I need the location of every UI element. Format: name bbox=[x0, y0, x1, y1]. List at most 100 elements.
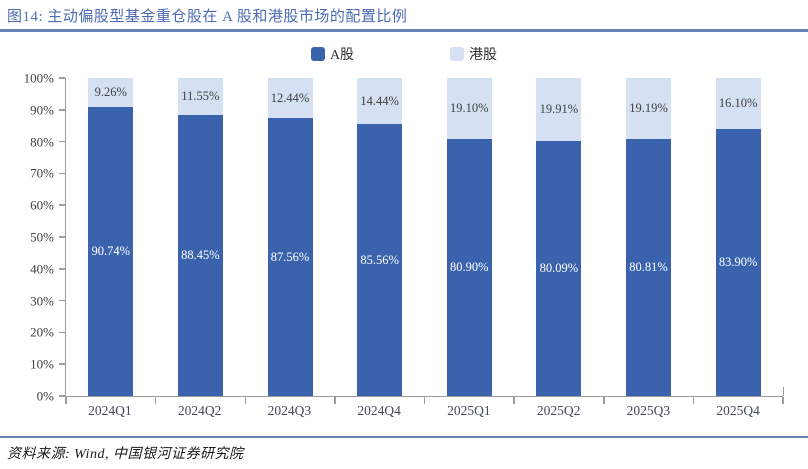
y-tick-label: 0% bbox=[36, 388, 54, 404]
y-tick-mark bbox=[59, 331, 65, 334]
figure-title: 图14: 主动偏股型基金重仓股在 A 股和港股市场的配置比例 bbox=[7, 9, 408, 25]
x-tick-mark bbox=[423, 397, 426, 404]
bar-segment-a-share: 85.56% bbox=[357, 123, 403, 396]
bar-segment-a-share: 80.81% bbox=[626, 139, 672, 396]
x-axis-label-2024Q1: 2024Q1 bbox=[88, 403, 132, 418]
x-axis-label-2024Q2: 2024Q2 bbox=[177, 403, 222, 418]
stacked-bar-2024Q4: 14.44% 85.56% bbox=[357, 78, 403, 396]
source-divider-rule bbox=[0, 436, 808, 438]
y-tick-mark bbox=[59, 236, 65, 238]
bar-segment-a-share: 83.90% bbox=[715, 129, 761, 396]
x-axis-label-2025Q1: 2025Q1 bbox=[447, 403, 491, 418]
x-axis-labels: 2024Q1 2024Q2 2024Q3 2024Q4 2025Q1 2025Q2 2025… bbox=[65, 403, 783, 419]
data-label-hk-share: 19.10% bbox=[450, 101, 489, 116]
y-tick-mark bbox=[59, 268, 65, 270]
x-tick-mark bbox=[692, 397, 695, 404]
x-tick-mark bbox=[603, 397, 605, 404]
bar-slot-2025Q4: 16.10% 83.90% bbox=[693, 78, 783, 396]
x-tick-mark bbox=[782, 397, 784, 404]
x-axis-label-2025Q2: 2025Q2 bbox=[536, 403, 581, 418]
y-tick-label: 40% bbox=[30, 261, 54, 277]
y-tick-label: 90% bbox=[30, 102, 54, 118]
bar-segment-hk-share: 14.44% bbox=[357, 78, 403, 124]
data-label-a-share: 80.09% bbox=[539, 261, 579, 276]
x-tick-mark bbox=[334, 397, 336, 404]
data-label-hk-share: 12.44% bbox=[270, 90, 310, 105]
data-label-a-share: 90.74% bbox=[91, 244, 131, 259]
data-label-hk-share: 9.26% bbox=[94, 85, 127, 100]
stacked-bar-2025Q2: 19.91% 80.09% bbox=[536, 78, 582, 396]
bar-segment-hk-share: 19.19% bbox=[626, 78, 672, 140]
y-tick-label: 20% bbox=[30, 324, 54, 340]
plot-area: 9.26% 90.74% 11.55% 88.45% 12.44% 87.56% 14.44… bbox=[24, 72, 784, 404]
y-tick-mark bbox=[59, 204, 65, 206]
bar-segment-hk-share: 12.44% bbox=[267, 78, 313, 118]
y-tick-label: 100% bbox=[23, 70, 54, 86]
y-tick-mark bbox=[59, 140, 65, 143]
bar-segment-a-share: 87.56% bbox=[267, 117, 313, 396]
x-axis-end-tick bbox=[782, 387, 784, 396]
bar-slot-2024Q4: 14.44% 85.56% bbox=[335, 78, 425, 396]
y-tick-label: 30% bbox=[30, 293, 54, 309]
bar-slot-2024Q2: 11.55% 88.45% bbox=[156, 78, 246, 396]
bar-slot-2025Q1: 19.10% 80.90% bbox=[425, 78, 515, 396]
x-tick-mark bbox=[154, 397, 157, 404]
data-label-hk-share: 19.91% bbox=[539, 102, 579, 117]
y-tick-label: 10% bbox=[30, 356, 54, 372]
chart-legend: A股 港股 bbox=[0, 44, 808, 64]
bar-slot-2025Q3: 19.19% 80.81% bbox=[604, 78, 694, 396]
data-label-a-share: 85.56% bbox=[360, 252, 399, 267]
data-label-hk-share: 14.44% bbox=[360, 93, 399, 108]
bar-segment-a-share: 80.90% bbox=[446, 138, 492, 396]
stacked-bar-2025Q4: 16.10% 83.90% bbox=[715, 78, 761, 396]
y-tick-mark bbox=[59, 395, 65, 397]
y-tick-mark bbox=[59, 77, 65, 79]
bar-segment-a-share: 90.74% bbox=[88, 107, 134, 396]
bar-slot-2024Q3: 12.44% 87.56% bbox=[245, 78, 335, 396]
data-label-a-share: 83.90% bbox=[718, 255, 758, 270]
y-tick-label: 80% bbox=[30, 134, 54, 150]
bar-segment-hk-share: 16.10% bbox=[715, 78, 761, 130]
x-axis-label-2024Q3: 2024Q3 bbox=[267, 403, 312, 418]
y-tick-mark bbox=[59, 172, 65, 175]
data-label-hk-share: 19.19% bbox=[629, 101, 668, 116]
x-axis-label-2025Q4: 2025Q4 bbox=[716, 403, 760, 418]
bar-segment-hk-share: 19.91% bbox=[536, 78, 582, 142]
y-tick-label: 50% bbox=[30, 229, 54, 245]
x-axis-label-2025Q3: 2025Q3 bbox=[626, 403, 671, 418]
data-label-hk-share: 11.55% bbox=[181, 89, 220, 104]
title-divider-rule bbox=[0, 29, 808, 32]
legend-item-hk-share: 港股 bbox=[450, 44, 497, 64]
legend-label-hk-share: 港股 bbox=[469, 48, 498, 63]
source-note: 资料来源: Wind, 中国银河证券研究院 bbox=[7, 447, 244, 462]
y-tick-mark bbox=[59, 109, 65, 111]
stacked-bar-2024Q2: 11.55% 88.45% bbox=[177, 78, 223, 396]
data-label-a-share: 87.56% bbox=[270, 249, 310, 264]
data-label-a-share: 88.45% bbox=[181, 248, 220, 263]
legend-item-a-share: A股 bbox=[310, 44, 355, 64]
x-tick-mark bbox=[65, 397, 67, 404]
stacked-bar-2024Q1: 9.26% 90.74% bbox=[88, 78, 134, 396]
stacked-bar-2025Q1: 19.10% 80.90% bbox=[446, 78, 492, 396]
bar-segment-a-share: 80.09% bbox=[536, 141, 582, 396]
stacked-bar-2024Q3: 12.44% 87.56% bbox=[267, 78, 313, 396]
bar-segment-a-share: 88.45% bbox=[177, 114, 223, 396]
bars-container: 9.26% 90.74% 11.55% 88.45% 12.44% 87.56% 14.44… bbox=[66, 78, 783, 396]
x-tick-mark bbox=[244, 397, 246, 404]
data-label-a-share: 80.81% bbox=[629, 260, 668, 275]
y-tick-mark bbox=[59, 299, 65, 302]
y-tick-label: 70% bbox=[30, 165, 54, 181]
legend-label-a-share: A股 bbox=[329, 48, 355, 63]
bar-slot-2024Q1: 9.26% 90.74% bbox=[66, 78, 156, 396]
legend-swatch-hk-share bbox=[450, 47, 465, 61]
y-tick-label: 60% bbox=[30, 197, 54, 213]
data-label-a-share: 80.90% bbox=[450, 260, 489, 275]
data-label-hk-share: 16.10% bbox=[718, 96, 758, 111]
bar-segment-hk-share: 11.55% bbox=[177, 78, 223, 115]
x-axis-label-2024Q4: 2024Q4 bbox=[357, 403, 401, 418]
bar-segment-hk-share: 19.10% bbox=[446, 78, 492, 139]
bar-segment-hk-share: 9.26% bbox=[88, 78, 134, 108]
y-tick-mark bbox=[59, 363, 65, 365]
bar-slot-2025Q2: 19.91% 80.09% bbox=[514, 78, 604, 396]
